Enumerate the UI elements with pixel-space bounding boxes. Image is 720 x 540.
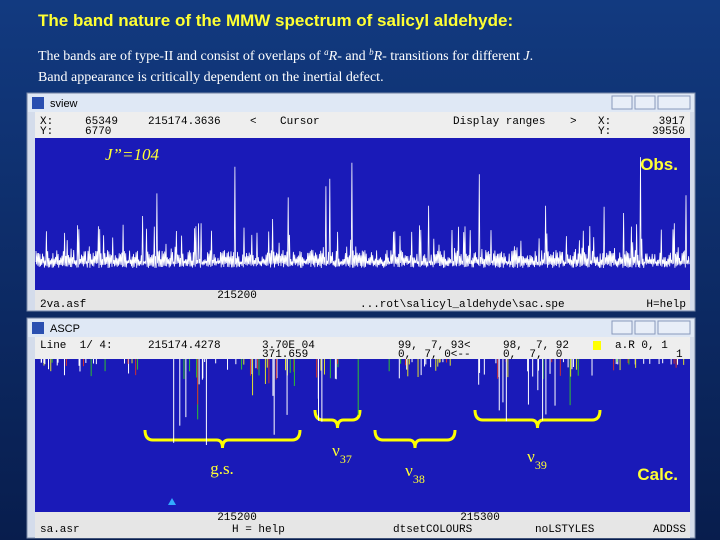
header-field: 39550 [652,126,685,138]
cursor-marker [168,498,176,505]
subtitle-line: The bands are of type-II and consist of … [38,47,533,64]
band-subscript: 37 [340,452,352,466]
plot-area [35,359,690,512]
subtitle-line: Band appearance is critically dependent … [38,70,384,85]
subtitle-part: . [530,49,534,64]
header-field: 371.659 [262,349,308,361]
brace [473,409,602,429]
calc-window: ASCP Calc. 215200 215300 sa.asr H = help… [26,317,696,539]
close-button[interactable] [657,95,691,110]
subtitle-part: b [369,47,374,57]
band-label: ν39 [527,447,547,472]
status-text: sa.asr [40,524,80,536]
header-panel [35,112,690,138]
band-label: ν37 [332,441,352,466]
status-text: ...rot\salicyl_aldehyde\sac.spe [360,299,565,311]
calc-label: Calc. [637,465,678,484]
header-field: 215174.4278 [148,340,221,352]
axis-label: 215200 [217,512,257,524]
status-bar [35,512,690,538]
header-field: Cursor [280,116,320,128]
brace [143,429,302,449]
header-field: X: [40,116,53,128]
app-icon [32,322,44,334]
header-field: 98, 7, 92 [503,340,569,352]
status-text: H=help [646,299,686,311]
minimize-button[interactable] [611,320,633,335]
band-name: ν [527,447,535,466]
header-field: Y: [40,126,53,138]
band-subscript: 39 [535,458,547,472]
header-field: 3917 [659,116,685,128]
status-text[interactable]: ADDSS [653,524,686,536]
status-text[interactable]: noLSTYLES [535,524,595,536]
axis-label: 215300 [460,512,500,524]
close-button[interactable] [657,320,691,335]
window-title: sview [50,98,78,110]
header-field: 99, 7, 93< [398,340,471,352]
window-title: ASCP [50,323,80,335]
header-field: a.R 0, 1 [615,340,668,352]
band-name: ν [332,441,340,460]
header-field: 3.70E 04 [262,340,315,352]
header-field: X: [598,116,611,128]
status-text[interactable]: dtsetCOLOURS [393,524,473,536]
header-field: 65349 [85,116,118,128]
band-name: g.s. [210,459,234,478]
header-field: 1 [676,349,683,361]
title-bar [28,94,694,112]
subtitle-part: - and [337,49,369,64]
band-subscript: 38 [413,472,425,486]
title-bar [28,319,694,337]
subtitle-part: a [324,47,329,57]
marker [593,341,601,350]
band-label: g.s. [210,459,234,478]
header-field: 6770 [85,126,111,138]
header-field: Y: [598,126,611,138]
header-panel [35,337,690,359]
slide-title: The band nature of the MMW spectrum of s… [38,11,513,30]
header-field: < [250,116,257,128]
header-field: 0, 7, 0 [503,349,562,361]
header-field: Line 1/ 4: [40,340,113,352]
j-label: J”=104 [105,145,159,164]
status-bar [35,290,690,310]
brace [313,409,362,429]
band-label: ν38 [405,461,425,486]
header-field: Display ranges [453,116,545,128]
brace [373,429,457,449]
subtitle-part: - transitions for different [382,49,523,64]
maximize-button[interactable] [634,320,656,335]
app-icon [32,97,44,109]
status-text: 2va.asf [40,299,86,311]
minimize-button[interactable] [611,95,633,110]
header-field: 0, 7, 0<-- [398,349,471,361]
status-text: H = help [232,524,285,536]
header-field: > [570,116,577,128]
obs-trace [35,157,690,269]
subtitle-part: The bands are of type-II and consist of … [38,49,324,64]
header-field: 215174.3636 [148,116,221,128]
subtitle-part: J [523,49,530,64]
subtitle-part: R [373,49,383,64]
band-name: ν [405,461,413,480]
subtitle-part: R [328,49,338,64]
obs-label: Obs. [640,155,678,174]
obs-window: sview J”=104 Obs. 215200 2va.asf ...rot\… [26,92,696,312]
axis-label: 215200 [217,290,257,302]
maximize-button[interactable] [634,95,656,110]
